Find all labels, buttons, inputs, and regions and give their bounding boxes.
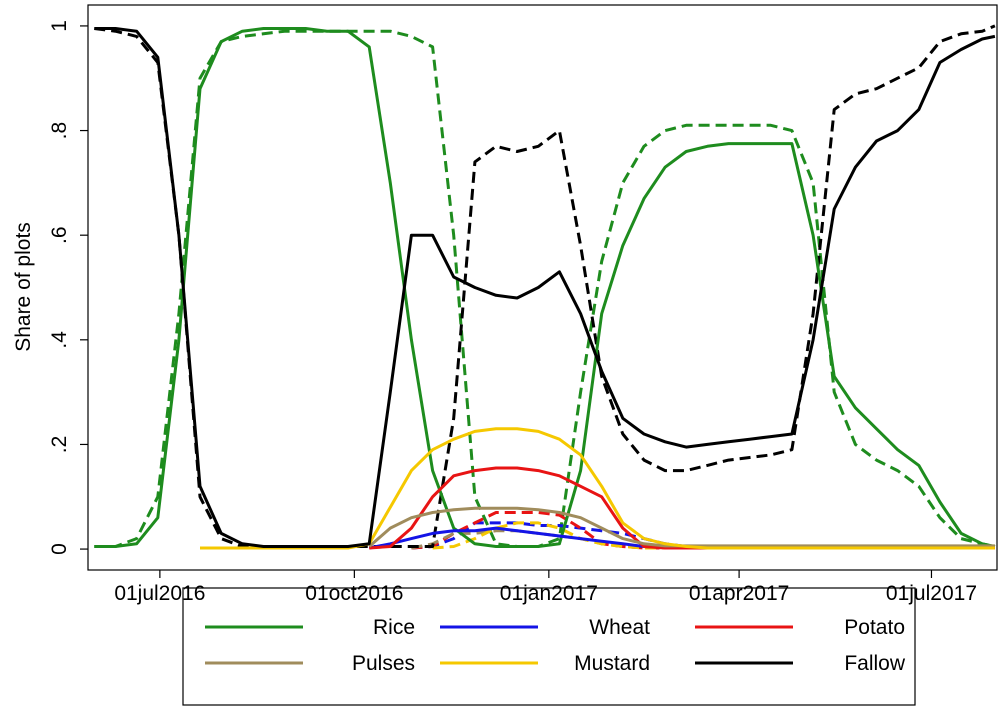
legend-label: Rice	[373, 616, 415, 639]
y-tick-label: .8	[48, 122, 71, 140]
x-tick-label: 01jul2016	[114, 582, 205, 605]
y-tick-label: 1	[48, 20, 71, 32]
legend-label: Potato	[844, 616, 905, 639]
y-tick-label: .6	[48, 226, 71, 244]
x-tick-label: 01jan2017	[500, 582, 598, 605]
y-tick-label: .4	[48, 331, 71, 349]
y-tick-label: .2	[48, 436, 71, 454]
legend-label: Wheat	[589, 616, 650, 639]
line	[94, 27, 996, 548]
plot-frame	[87, 4, 998, 571]
legend-label: Pulses	[352, 652, 415, 675]
dashed-line	[94, 29, 996, 548]
x-tick-label: 01jul2017	[886, 582, 977, 605]
dashed-line	[94, 24, 996, 548]
legend-label: Fallow	[844, 652, 906, 675]
legend-label: Mustard	[574, 652, 650, 675]
line	[94, 27, 996, 548]
x-tick-label: 01oct2016	[305, 582, 403, 605]
y-axis-label: Share of plots	[12, 222, 35, 352]
y-tick-label: 0	[48, 543, 71, 555]
x-tick-label: 01apr2017	[689, 582, 789, 605]
legend-box	[182, 587, 916, 706]
